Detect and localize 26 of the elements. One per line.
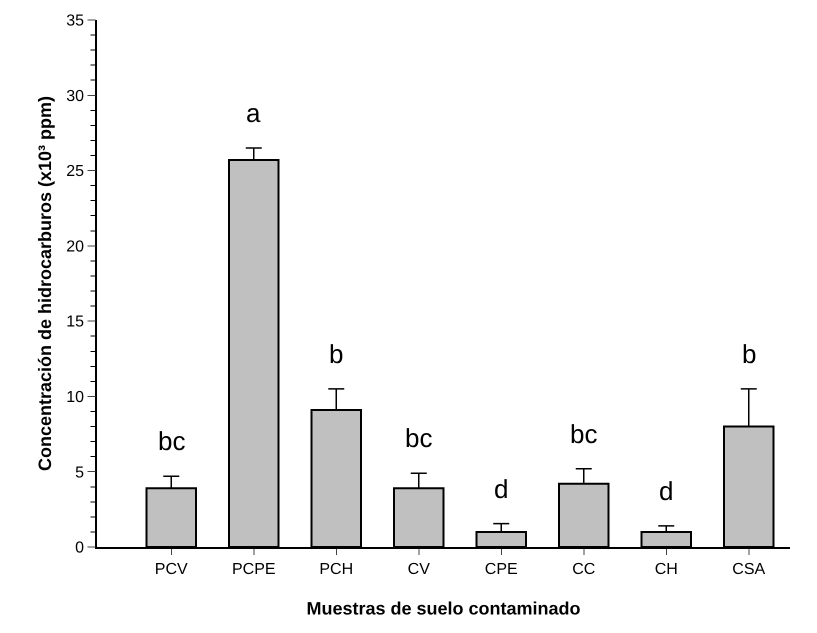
x-tick-label: CH [654,560,678,578]
y-tick-label: 0 [75,540,84,557]
annotation: d [494,474,508,504]
annotation: bc [158,426,186,456]
annotation: b [742,339,756,369]
annotation: a [246,98,261,128]
y-tick-label: 25 [66,163,84,180]
x-tick-label: CC [572,560,596,578]
y-tick-label: 30 [66,88,84,105]
x-tick-label: CSA [732,560,766,578]
y-axis-title: Concentración de hidrocarburos (x10³ ppm) [34,96,55,472]
annotation: d [659,476,674,506]
annotation: bc [405,423,432,453]
y-tick-label: 35 [66,12,84,30]
y-tick-label: 5 [75,464,84,482]
y-tick-label: 15 [66,314,84,331]
x-tick-label: PCPE [232,560,276,578]
x-tick-label: CPE [484,560,518,578]
annotation: bc [570,419,598,449]
y-tick-label: 20 [66,238,84,256]
y-tick-label: 10 [66,389,84,406]
x-axis-title: Muestras de suelo contaminado [306,598,581,619]
annotation: b [329,339,344,369]
x-tick-label: CV [408,560,430,578]
x-tick-label: PCV [154,560,188,578]
x-tick-label: PCH [319,560,354,578]
